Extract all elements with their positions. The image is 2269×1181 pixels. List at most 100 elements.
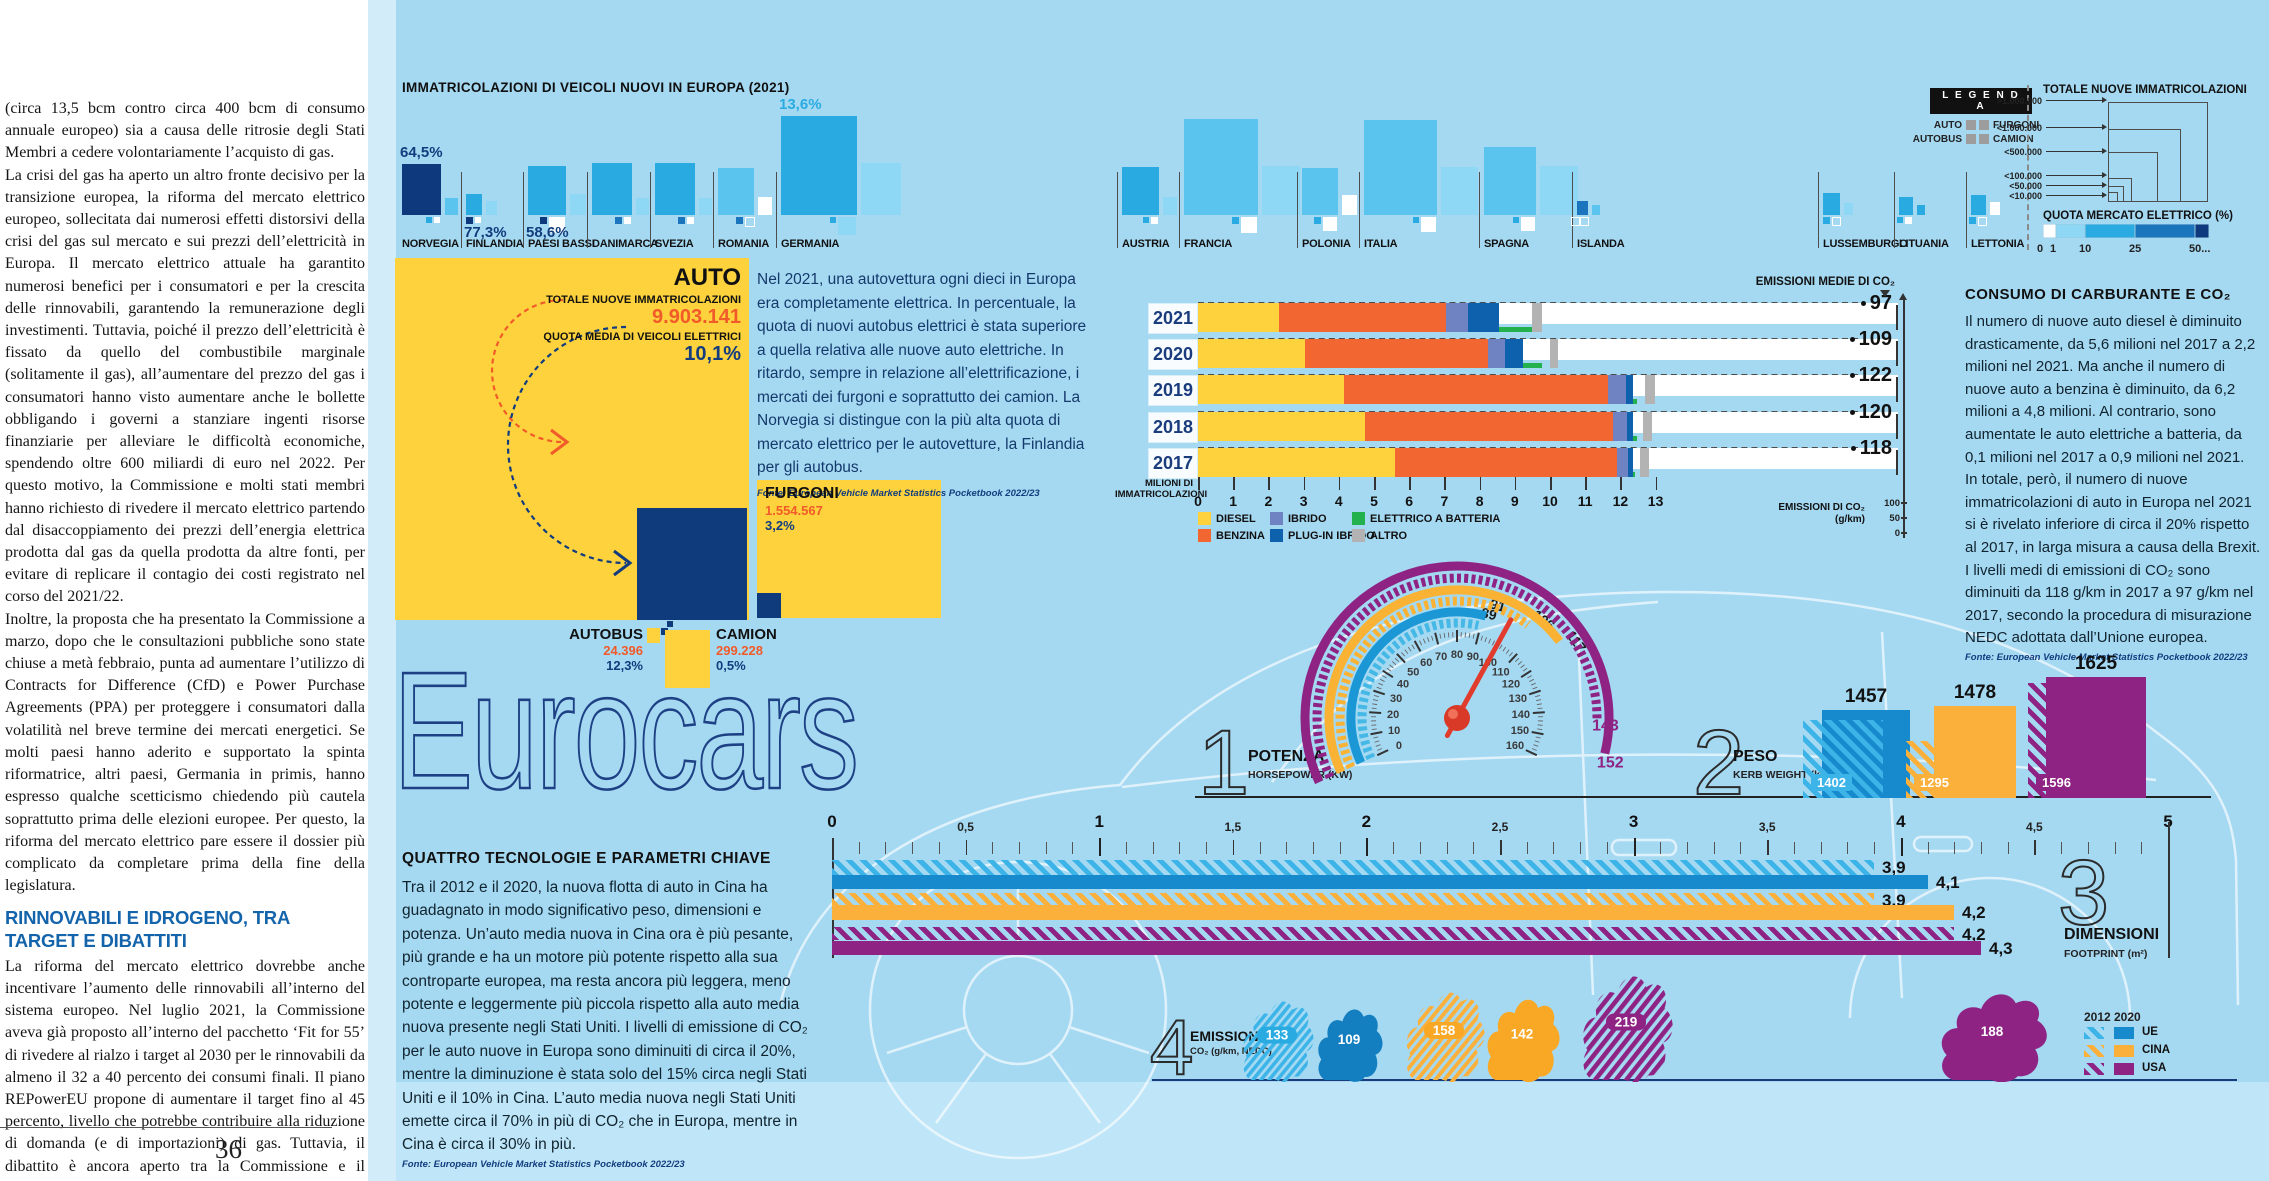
ruler-tick-minor (1473, 842, 1475, 854)
ruler-tick-minor (1206, 842, 1208, 854)
page-number: 36 (215, 1134, 242, 1164)
country-ev-share-label: 13,6% (779, 96, 822, 113)
country-auto-square-NORVEGIA (402, 164, 441, 215)
country-auto-square-LETTONIA (1971, 195, 1986, 215)
size-bucket-arrowhead (2102, 124, 2107, 130)
emissioni-baseline (1152, 1079, 2237, 1081)
consumo-text: Il numero di nuove auto diesel è diminui… (1965, 313, 2261, 647)
size-bucket-label: >1.000.000 (1996, 96, 2042, 106)
ev-scale-segment (2195, 224, 2209, 238)
treemap-auto-ev-square (637, 508, 747, 620)
dim-bar-UE-2020 (832, 875, 1928, 889)
emission-white-bar (1633, 375, 1898, 397)
ruler-tick-minor (1660, 842, 1662, 854)
emission-dot (1849, 409, 1855, 415)
ruler-tick-minor (1847, 842, 1849, 854)
ruler-tick-major (1366, 838, 1369, 856)
series-legend-striped-swatch-USA (2084, 1063, 2104, 1075)
treemap-furgoni-block (757, 480, 941, 618)
quattro-source: Fonte: European Vehicle Market Statistic… (402, 1158, 685, 1170)
top-chart-title: IMMATRICOLAZIONI DI VEICOLI NUOVI IN EUR… (402, 80, 790, 95)
size-bucket-arrow (2046, 151, 2104, 152)
country-auto-square-AUSTRIA (1122, 167, 1159, 215)
country-camion-square-FINLANDIA (475, 217, 481, 223)
segment-benzina (1395, 447, 1617, 477)
treemap-furgoni-total: 1.554.567 (765, 503, 823, 518)
treemap-auto-labels: AUTO TOTALE NUOVE IMMATRICOLAZIONI 9.903… (405, 264, 741, 366)
treemap-camion-total: 299.228 (716, 643, 763, 658)
gauge-arc-USA-2020 (1300, 561, 1614, 785)
country-label: LUSSEMBURGO (1823, 238, 1908, 250)
dim-bar-CINA-2020 (832, 905, 1954, 920)
segment-ibrido (1616, 447, 1628, 477)
dim-value-UE-2012: 3,9 (1882, 858, 1906, 877)
segment-batteria (1499, 327, 1533, 332)
emission-dot (1849, 373, 1855, 379)
ruler-tick-minor (2114, 842, 2116, 854)
emission-value: 118 (1800, 437, 1892, 460)
country-furgoni-square-ITALIA (1441, 167, 1478, 215)
section-2-label: PESO (1733, 748, 1778, 765)
legend-swatch-auto (1966, 120, 1976, 130)
ruler-label-major: 4 (1896, 812, 1906, 831)
emission-dot (1860, 301, 1866, 306)
consumo-block: CONSUMO DI CARBURANTE E CO₂ Il numero di… (1965, 286, 2261, 663)
size-bucket-arrow (2046, 175, 2104, 176)
ev-scale-tick-label: 10 (2079, 243, 2092, 255)
country-divider (1117, 172, 1118, 248)
country-divider (1359, 172, 1360, 248)
country-furgoni-square-AUSTRIA (1163, 197, 1177, 215)
ev-scale-segment (2135, 224, 2195, 238)
ruler-tick-minor (1446, 842, 1448, 854)
country-furgoni-square-LETTONIA (1990, 202, 2000, 215)
ev-scale-tick-label: 1 (2050, 243, 2057, 255)
emission-bar-bracket (1896, 341, 1898, 367)
legend-label-benzina: BENZINA (1216, 530, 1265, 542)
legend-label-diesel: DIESEL (1216, 513, 1256, 525)
country-autobus-square-ROMANIA (736, 217, 743, 224)
intro-note-source: Fonte: European Vehicle Market Statistic… (757, 487, 1040, 499)
ruler-tick-minor (938, 842, 940, 854)
country-autobus-square-ITALIA (1413, 217, 1419, 223)
segment-altro (1550, 339, 1559, 369)
x-axis-tick (1303, 477, 1306, 490)
country-autobus-square-FINLANDIA (466, 217, 473, 224)
segment-diesel (1198, 375, 1345, 405)
country-label: LITUANIA (1899, 238, 1949, 250)
country-furgoni-square-SPAGNA (1540, 166, 1578, 215)
country-autobus-square-GERMANIA (830, 217, 836, 223)
ruler-tick-minor (1954, 842, 1956, 854)
segment-plugin (1627, 411, 1634, 441)
country-autobus-square-AUSTRIA (1143, 217, 1149, 223)
ruler-tick-minor (1259, 842, 1261, 854)
ruler-label-half: 3,5 (1758, 820, 1776, 834)
size-bucket-arrowhead (2102, 97, 2107, 103)
segment-ibrido (1608, 375, 1627, 405)
segment-ibrido (1613, 411, 1628, 441)
section-4-sublabel: CO₂ (g/km, NEDC) (1190, 1046, 1272, 1057)
treemap-camion-share: 0,5% (716, 658, 746, 673)
series-legend-solid-swatch-USA (2114, 1063, 2134, 1075)
country-auto-square-ROMANIA (718, 168, 754, 215)
country-autobus-square-SPAGNA (1513, 217, 1519, 223)
country-furgoni-square-ROMANIA (758, 197, 772, 215)
svg-text:110: 110 (1492, 666, 1510, 678)
segment-benzina (1305, 339, 1489, 369)
consumo-title: CONSUMO DI CARBURANTE E CO₂ (1965, 286, 2231, 303)
quattro-text: Tra il 2012 e il 2020, la nuova flotta d… (402, 879, 808, 1154)
ruler-tick-minor (992, 842, 994, 854)
right-axis-tick-label: 0 (1894, 528, 1900, 539)
emission-cloud-value: 188 (1981, 1024, 2004, 1039)
stacked-fuel-chart: 2021 97 2020 109 2019 122 2018 120 2017 118 0 1 2 3 4 5… (1115, 276, 1907, 542)
legend-swatch-benzina (1198, 529, 1211, 542)
emission-cloud-value: 109 (1338, 1032, 1361, 1047)
size-bucket-arrowhead (2102, 182, 2107, 188)
dim-bar-UE-2012 (832, 860, 1874, 875)
country-autobus-square-LITUANIA (1897, 217, 1903, 223)
dim-value-USA-2020: 4,3 (1989, 939, 2013, 958)
ruler-tick-minor (1179, 842, 1181, 854)
country-furgoni-square-PAESI BASSI (570, 194, 586, 215)
x-axis-title: MILIONI DI IMMATRICOLAZIONI (1115, 478, 1208, 500)
x-axis-tick (1409, 477, 1411, 490)
x-axis-tick (1479, 477, 1482, 490)
